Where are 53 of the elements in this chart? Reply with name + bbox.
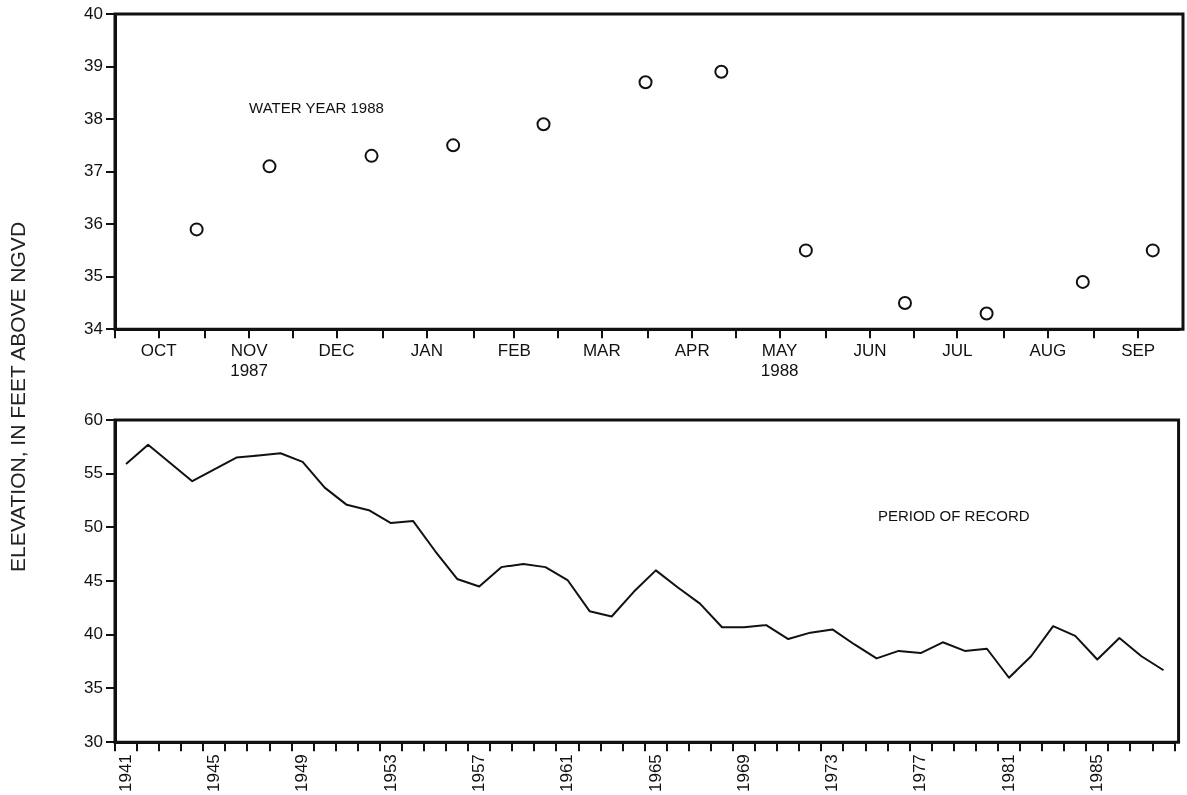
annotation: WATER YEAR 1988 bbox=[249, 98, 384, 116]
y-tick-label: 60 bbox=[84, 409, 103, 429]
point bbox=[364, 148, 379, 163]
x-tick-label: 1945 bbox=[204, 754, 224, 793]
y-tick-label: 40 bbox=[84, 624, 103, 644]
x-tick-label: 1957 bbox=[468, 754, 488, 793]
x-tick-label: 1961 bbox=[557, 754, 577, 793]
x-tick-label: JUN bbox=[853, 341, 887, 361]
y-tick-label: 45 bbox=[84, 570, 103, 590]
point bbox=[1075, 274, 1090, 289]
point bbox=[446, 138, 461, 153]
x-tick-label: APR bbox=[674, 341, 710, 361]
y-tick-label: 39 bbox=[84, 56, 103, 76]
x-tick-label: 1949 bbox=[292, 754, 312, 793]
x-tick-label: AUG bbox=[1029, 341, 1067, 361]
x-tick-label: NOV 1987 bbox=[230, 341, 269, 381]
x-tick-label: MAR bbox=[582, 341, 621, 361]
x-tick-label: JUL bbox=[942, 341, 973, 361]
point bbox=[1145, 243, 1160, 258]
point bbox=[979, 306, 994, 321]
x-tick-label: 1981 bbox=[998, 754, 1018, 793]
x-tick-label: FEB bbox=[497, 341, 531, 361]
point bbox=[536, 117, 551, 132]
x-tick-label: 1985 bbox=[1087, 754, 1106, 793]
x-tick-label: DEC bbox=[318, 341, 355, 361]
x-tick-label: 1977 bbox=[910, 754, 930, 793]
x-tick-label: SEP bbox=[1121, 341, 1156, 361]
y-tick-label: 55 bbox=[84, 463, 103, 483]
y-tick-label: 36 bbox=[84, 213, 103, 233]
y-tick-label: 50 bbox=[84, 517, 103, 537]
point bbox=[714, 64, 729, 79]
y-tick-label: 38 bbox=[84, 108, 103, 128]
x-tick-label: 1941 bbox=[115, 754, 135, 793]
point bbox=[897, 295, 912, 310]
x-tick-label: OCT bbox=[140, 341, 177, 361]
x-tick-label: 1965 bbox=[645, 754, 665, 793]
point bbox=[638, 75, 653, 90]
y-tick-label: 37 bbox=[84, 161, 103, 181]
point bbox=[798, 243, 813, 258]
x-tick-label: 1973 bbox=[822, 754, 842, 793]
y-tick-label: 35 bbox=[84, 678, 103, 698]
y-tick-label: 40 bbox=[84, 3, 103, 23]
point bbox=[262, 159, 277, 174]
y-tick-label: 30 bbox=[84, 731, 103, 751]
y-axis-title: ELEVATION, IN FEET ABOVE NGVD bbox=[6, 221, 30, 573]
y-tick-label: 35 bbox=[84, 266, 103, 286]
point bbox=[189, 222, 204, 237]
annotation: PERIOD OF RECORD bbox=[877, 506, 1030, 524]
x-tick-label: 1969 bbox=[733, 754, 753, 793]
x-tick-label: JAN bbox=[410, 341, 443, 361]
x-tick-label: 1953 bbox=[380, 754, 400, 793]
y-tick-label: 34 bbox=[84, 318, 103, 338]
x-tick-label: MAY 1988 bbox=[760, 341, 799, 381]
